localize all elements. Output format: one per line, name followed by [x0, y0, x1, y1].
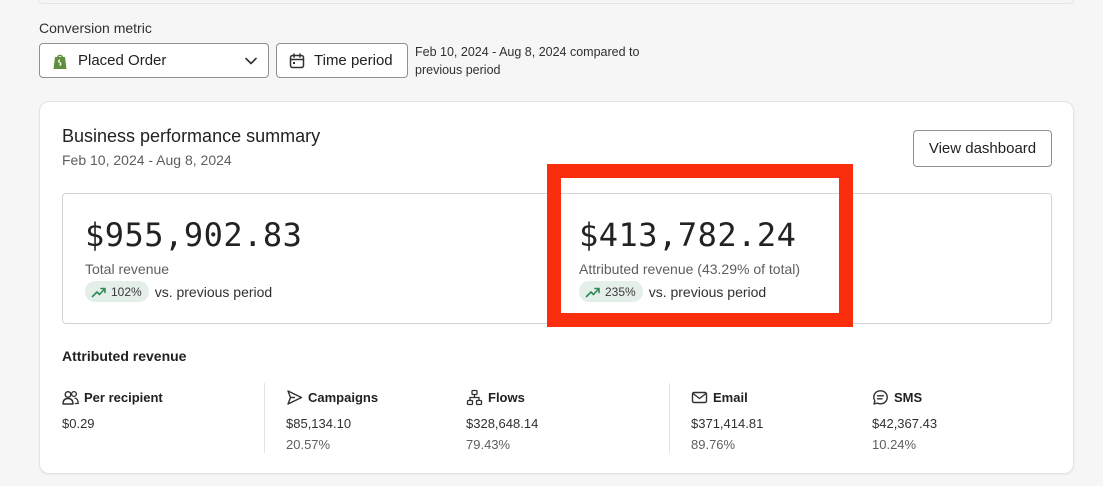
per-recipient-value: $0.29	[62, 416, 95, 431]
attributed-change-value: 235%	[605, 284, 636, 299]
attributed-revenue-value: $413,782.24	[579, 216, 797, 254]
chevron-down-icon	[245, 57, 257, 64]
divider	[669, 383, 670, 453]
shopify-bag-icon	[53, 54, 67, 69]
sms-stat: SMS $42,367.43 10.24%	[872, 389, 937, 452]
attributed-revenue-section-title: Attributed revenue	[62, 348, 187, 364]
time-period-button[interactable]: Time period	[276, 43, 408, 78]
campaigns-label: Campaigns	[308, 390, 379, 405]
kpi-box: $955,902.83 Total revenue 102% vs. previ…	[62, 193, 1052, 324]
trend-up-icon	[585, 287, 600, 297]
email-label: Email	[713, 390, 748, 405]
top-card-edge	[38, 0, 1074, 4]
people-icon	[62, 390, 79, 405]
flows-label: Flows	[488, 390, 525, 405]
card-title: Business performance summary	[62, 126, 321, 146]
per-recipient-stat: Per recipient $0.29	[62, 389, 163, 431]
per-recipient-label: Per recipient	[84, 390, 163, 405]
attributed-change-badge: 235%	[579, 281, 643, 302]
business-performance-card: Business performance summary Feb 10, 202…	[39, 101, 1074, 474]
total-change-value: 102%	[111, 284, 142, 299]
campaigns-pct: 20.57%	[286, 437, 331, 452]
calendar-icon	[289, 52, 305, 68]
flow-icon	[466, 389, 483, 406]
email-value: $371,414.81	[691, 416, 764, 431]
total-revenue-trend: 102% vs. previous period	[85, 281, 272, 302]
sms-pct: 10.24%	[872, 437, 917, 452]
divider	[264, 383, 265, 453]
view-dashboard-button[interactable]: View dashboard	[913, 130, 1052, 167]
conversion-metric-label: Conversion metric	[39, 20, 152, 36]
envelope-icon	[691, 391, 708, 404]
campaigns-value: $85,134.10	[286, 416, 352, 431]
flows-value: $328,648.14	[466, 416, 539, 431]
sms-label: SMS	[894, 390, 923, 405]
attributed-revenue-label: Attributed revenue (43.29% of total)	[579, 261, 801, 277]
campaigns-stat: Campaigns $85,134.10 20.57%	[286, 389, 378, 452]
total-revenue-label: Total revenue	[85, 261, 170, 277]
total-revenue-value: $955,902.83	[85, 216, 303, 254]
attributed-change-text: vs. previous period	[648, 283, 767, 300]
time-period-label: Time period	[314, 52, 393, 69]
send-icon	[287, 390, 303, 405]
card-date-range: Feb 10, 2024 - Aug 8, 2024	[62, 152, 232, 168]
sms-bubble-icon	[873, 390, 888, 405]
conversion-metric-value: Placed Order	[78, 52, 167, 69]
total-change-badge: 102%	[85, 281, 149, 302]
trend-up-icon	[91, 287, 106, 297]
email-pct: 89.76%	[691, 437, 736, 452]
attributed-revenue-trend: 235% vs. previous period	[579, 281, 766, 302]
sms-value: $42,367.43	[872, 416, 938, 431]
conversion-metric-select[interactable]: Placed Order	[39, 43, 269, 78]
flows-stat: Flows $328,648.14 79.43%	[466, 389, 538, 452]
period-description: Feb 10, 2024 - Aug 8, 2024 compared to p…	[415, 45, 640, 77]
flows-pct: 79.43%	[466, 437, 511, 452]
email-stat: Email $371,414.81 89.76%	[691, 389, 763, 452]
total-change-text: vs. previous period	[154, 283, 273, 300]
